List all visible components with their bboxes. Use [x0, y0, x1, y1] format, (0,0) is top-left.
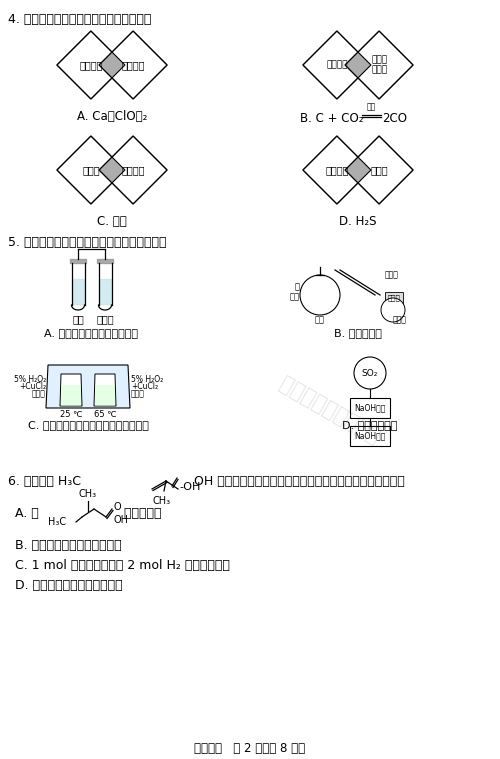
Bar — [350, 398, 390, 418]
Circle shape — [354, 357, 386, 389]
Text: B. 能使酸性高锰酸钾溶液褪色: B. 能使酸性高锰酸钾溶液褪色 — [15, 539, 122, 552]
Polygon shape — [99, 31, 167, 99]
Polygon shape — [303, 31, 371, 99]
Text: 混合液: 混合液 — [131, 389, 145, 398]
Text: 苯
溴水: 苯 溴水 — [290, 282, 300, 301]
Text: CH₃: CH₃ — [79, 489, 97, 499]
Text: 二次能源: 二次能源 — [122, 165, 145, 175]
Text: A. Ca（ClO）₂: A. Ca（ClO）₂ — [77, 110, 147, 123]
Text: 新能源: 新能源 — [82, 165, 100, 175]
Polygon shape — [345, 31, 413, 99]
Text: 溴水: 溴水 — [72, 314, 84, 324]
Text: OH: OH — [113, 515, 128, 525]
Text: OH ）是一种重要有机物，下列有关该有机物的说法错误的是: OH ）是一种重要有机物，下列有关该有机物的说法错误的是 — [190, 475, 405, 488]
Text: NaOH溶液: NaOH溶液 — [354, 432, 386, 440]
Text: CH₃: CH₃ — [153, 496, 171, 506]
Polygon shape — [99, 157, 125, 183]
Text: 冷凝水: 冷凝水 — [385, 270, 399, 279]
Text: 65 ℃: 65 ℃ — [94, 410, 116, 419]
Text: 25 ℃: 25 ℃ — [60, 410, 82, 419]
Text: 互为同系物: 互为同系物 — [120, 507, 162, 520]
Text: D. 能发生取代反应、加聚反应: D. 能发生取代反应、加聚反应 — [15, 579, 122, 592]
Polygon shape — [95, 385, 115, 406]
Text: SO₂: SO₂ — [362, 369, 378, 377]
Polygon shape — [345, 157, 371, 183]
Text: 5. 下列实验装置正确，且能达到实验目的的是: 5. 下列实验装置正确，且能达到实验目的的是 — [8, 236, 166, 249]
Text: C. 风能: C. 风能 — [97, 215, 127, 228]
Text: 2CO: 2CO — [382, 112, 407, 125]
Text: 化学试题   第 2 页（共 8 页）: 化学试题 第 2 页（共 8 页） — [194, 742, 306, 755]
Circle shape — [300, 275, 340, 315]
Text: 铁粉: 铁粉 — [315, 315, 325, 324]
Polygon shape — [99, 136, 167, 204]
Text: A. 除去甲烷中的乙烯、水蒸气: A. 除去甲烷中的乙烯、水蒸气 — [44, 328, 138, 338]
Text: 难溶于水: 难溶于水 — [122, 60, 145, 70]
Polygon shape — [99, 52, 125, 78]
Text: H₃C: H₃C — [48, 517, 66, 527]
Polygon shape — [60, 374, 82, 406]
Bar — [385, 292, 403, 304]
Text: 电解质: 电解质 — [370, 165, 388, 175]
Circle shape — [381, 298, 405, 322]
Text: D. 进行喷泉实验: D. 进行喷泉实验 — [342, 420, 398, 430]
Text: NaOH溶液: NaOH溶液 — [354, 404, 386, 412]
Bar — [350, 426, 390, 446]
Text: +CuCl₂: +CuCl₂ — [131, 382, 158, 391]
Polygon shape — [345, 52, 371, 78]
Text: 6. 白芷酸（ H₃C: 6. 白芷酸（ H₃C — [8, 475, 81, 488]
Text: C. 探究温度对过氧化氢分解速率的影响: C. 探究温度对过氧化氢分解速率的影响 — [28, 420, 148, 430]
Text: 含共价键: 含共价键 — [325, 165, 348, 175]
Text: -OH: -OH — [179, 482, 201, 492]
Text: 碱石灰: 碱石灰 — [388, 294, 400, 301]
Text: C. 1 mol 白芷酸最多能与 2 mol H₂ 发生加成反应: C. 1 mol 白芷酸最多能与 2 mol H₂ 发生加成反应 — [15, 559, 230, 572]
Text: 含氧酸盐: 含氧酸盐 — [79, 60, 102, 70]
Text: O: O — [113, 502, 120, 512]
Polygon shape — [57, 136, 125, 204]
Text: 4. 下列各项符合图示中阴影部分条件的是: 4. 下列各项符合图示中阴影部分条件的是 — [8, 13, 152, 26]
Text: 5% H₂O₂: 5% H₂O₂ — [14, 375, 46, 384]
Polygon shape — [94, 374, 116, 406]
Text: 稀硫酸: 稀硫酸 — [96, 314, 114, 324]
Text: 氧化还
原反应: 氧化还 原反应 — [371, 55, 387, 74]
Text: 混合液: 混合液 — [32, 389, 46, 398]
Polygon shape — [345, 136, 413, 204]
Text: D. H₂S: D. H₂S — [339, 215, 377, 228]
Text: 高温: 高温 — [367, 102, 376, 111]
Text: A. 与: A. 与 — [15, 507, 39, 520]
Text: 放热反应: 放热反应 — [326, 61, 347, 70]
Text: B. C + CO₂: B. C + CO₂ — [300, 112, 364, 125]
Text: 《高三课采八众号》: 《高三课采八众号》 — [276, 373, 384, 447]
Polygon shape — [61, 385, 81, 406]
Text: +CuCl₂: +CuCl₂ — [19, 382, 46, 391]
Text: 5% H₂O₂: 5% H₂O₂ — [131, 375, 163, 384]
Polygon shape — [57, 31, 125, 99]
Text: B. 制备粗溴苯: B. 制备粗溴苯 — [334, 328, 382, 338]
Polygon shape — [303, 136, 371, 204]
Text: 蒸馏水: 蒸馏水 — [393, 315, 407, 324]
Polygon shape — [46, 365, 130, 408]
